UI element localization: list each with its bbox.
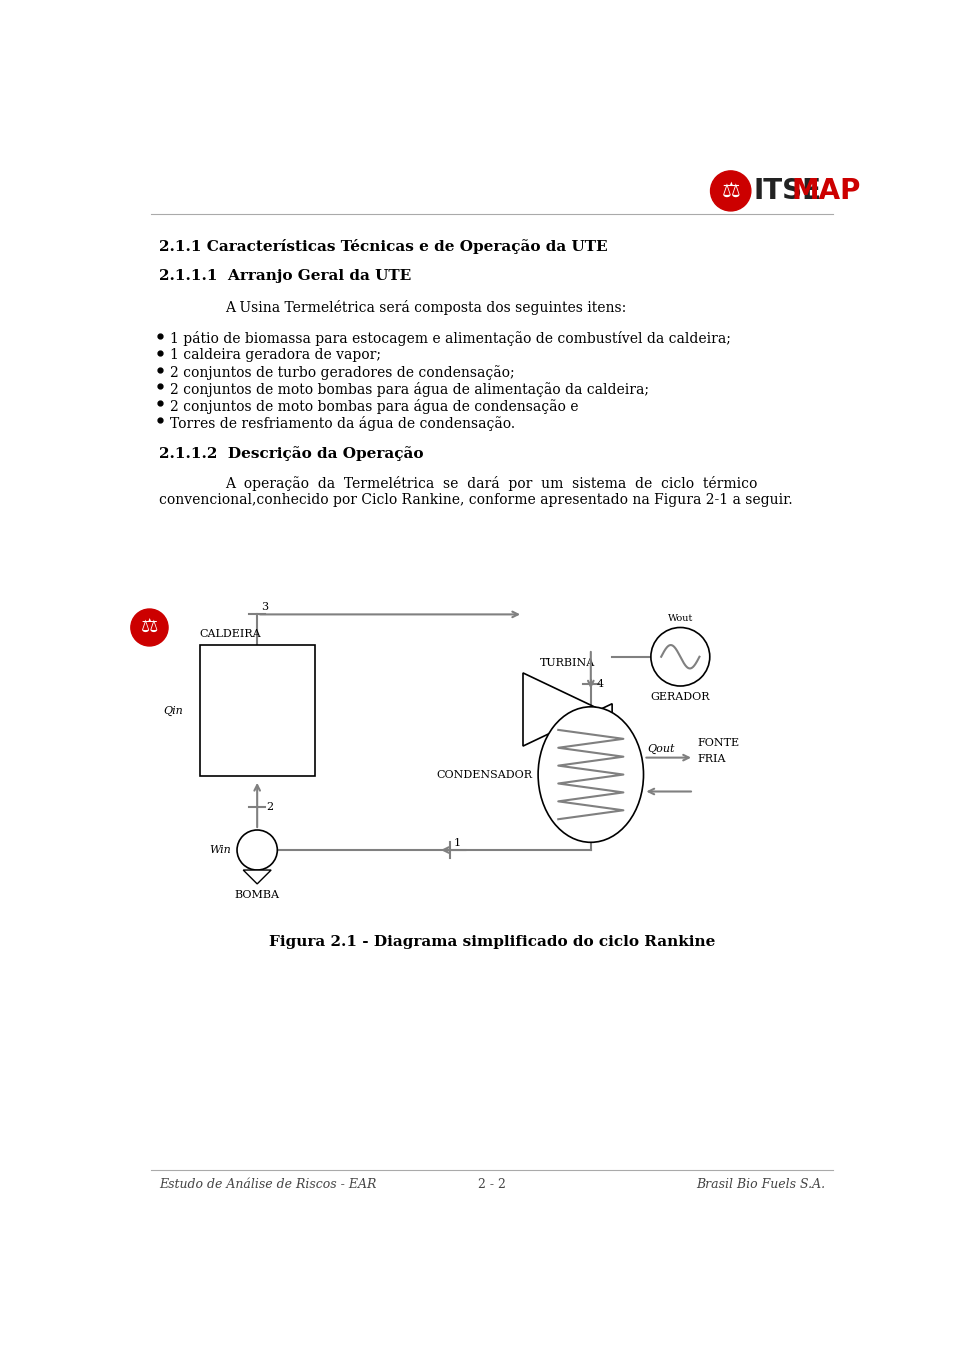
Text: 2 conjuntos de moto bombas para água de condensação e: 2 conjuntos de moto bombas para água de … xyxy=(170,399,579,414)
Text: CONDENSADOR: CONDENSADOR xyxy=(436,769,532,780)
Text: Figura 2.1 - Diagrama simplificado do ciclo Rankine: Figura 2.1 - Diagrama simplificado do ci… xyxy=(269,935,715,948)
Text: 2 conjuntos de turbo geradores de condensação;: 2 conjuntos de turbo geradores de conden… xyxy=(170,365,515,380)
Text: FRIA: FRIA xyxy=(698,754,727,764)
Text: A Usina Termelétrica será composta dos seguintes itens:: A Usina Termelétrica será composta dos s… xyxy=(225,300,626,315)
Ellipse shape xyxy=(539,707,643,842)
Text: Wout: Wout xyxy=(667,614,693,622)
Text: MAP: MAP xyxy=(791,176,860,205)
Text: Brasil Bio Fuels S.A.: Brasil Bio Fuels S.A. xyxy=(696,1179,826,1191)
Text: 1 pátio de biomassa para estocagem e alimentação de combustível da caldeira;: 1 pátio de biomassa para estocagem e ali… xyxy=(170,331,732,346)
Text: Torres de resfriamento da água de condensação.: Torres de resfriamento da água de conden… xyxy=(170,416,516,431)
Bar xyxy=(200,645,315,776)
Text: GERADOR: GERADOR xyxy=(651,692,710,702)
Text: ⚖: ⚖ xyxy=(141,618,158,637)
Text: 1 caldeira geradora de vapor;: 1 caldeira geradora de vapor; xyxy=(170,348,381,362)
Text: Estudo de Análise de Riscos - EAR: Estudo de Análise de Riscos - EAR xyxy=(158,1179,376,1191)
Polygon shape xyxy=(243,870,271,884)
Text: 2: 2 xyxy=(267,801,274,812)
Circle shape xyxy=(237,830,277,870)
Text: 2 conjuntos de moto bombas para água de alimentação da caldeira;: 2 conjuntos de moto bombas para água de … xyxy=(170,381,649,397)
Text: CALDEIRA: CALDEIRA xyxy=(200,629,261,638)
Text: 2.1.1.1  Arranjo Geral da UTE: 2.1.1.1 Arranjo Geral da UTE xyxy=(158,269,411,283)
Polygon shape xyxy=(523,674,612,746)
Text: TURBINA: TURBINA xyxy=(540,657,595,668)
Text: Qin: Qin xyxy=(163,706,182,715)
Text: 2.1.1.2  Descrição da Operação: 2.1.1.2 Descrição da Operação xyxy=(158,447,423,462)
Text: 4: 4 xyxy=(597,679,604,688)
Ellipse shape xyxy=(131,609,168,647)
Text: FONTE: FONTE xyxy=(698,738,740,749)
Text: 1: 1 xyxy=(454,838,461,849)
Text: A  operação  da  Termelétrica  se  dará  por  um  sistema  de  ciclo  térmico: A operação da Termelétrica se dará por u… xyxy=(225,475,757,490)
Text: Qout: Qout xyxy=(647,744,675,754)
Ellipse shape xyxy=(710,171,751,211)
Text: Win: Win xyxy=(209,845,230,855)
Text: ⚖: ⚖ xyxy=(721,180,740,201)
Text: 2.1.1 Características Técnicas e de Operação da UTE: 2.1.1 Características Técnicas e de Oper… xyxy=(158,238,608,253)
Text: ITSE: ITSE xyxy=(754,176,822,205)
Text: 3: 3 xyxy=(261,602,268,612)
Circle shape xyxy=(651,628,709,686)
Text: BOMBA: BOMBA xyxy=(234,890,279,900)
Text: convencional,conhecido por Ciclo Rankine, conforme apresentado na Figura 2-1 a s: convencional,conhecido por Ciclo Rankine… xyxy=(158,493,792,506)
Text: 2 - 2: 2 - 2 xyxy=(478,1179,506,1191)
